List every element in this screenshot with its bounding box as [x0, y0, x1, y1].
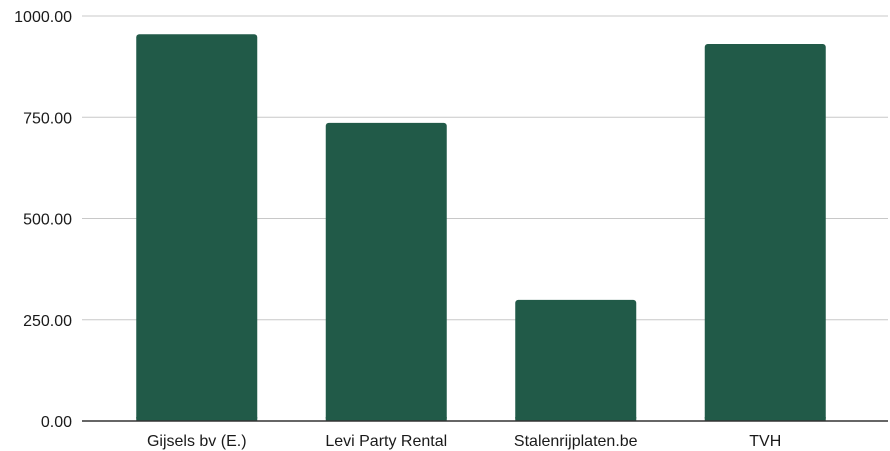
y-tick-label: 0.00	[41, 414, 72, 431]
y-tick-label: 250.00	[23, 313, 72, 330]
bar	[136, 34, 258, 421]
bar	[325, 122, 447, 422]
bar-base	[136, 417, 258, 421]
bar	[704, 43, 826, 421]
bar-base	[515, 417, 637, 421]
x-category-label: TVH	[749, 433, 781, 450]
x-axis-category-labels: Gijsels bv (E.) Levi Party Rental Stalenri…	[147, 433, 781, 450]
x-category-label: Levi Party Rental	[325, 433, 447, 450]
x-category-label: Gijsels bv (E.)	[147, 433, 247, 450]
x-category-label: Stalenrijplaten.be	[514, 433, 638, 450]
y-tick-label: 500.00	[23, 212, 72, 229]
bar	[515, 299, 637, 421]
bar-base	[704, 417, 826, 421]
y-tick-label: 1000.00	[14, 9, 72, 26]
y-tick-label: 750.00	[23, 110, 72, 127]
bar-base	[325, 417, 447, 421]
bars	[136, 34, 826, 422]
y-axis-tick-labels: 0.00 250.00 500.00 750.00 1000.00	[14, 9, 72, 431]
